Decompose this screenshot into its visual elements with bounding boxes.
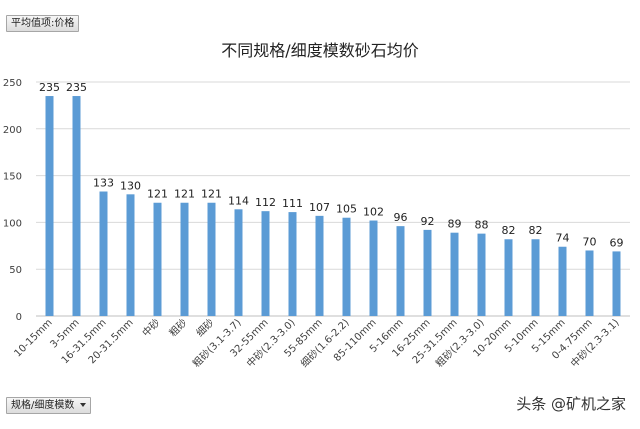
bar xyxy=(207,202,216,316)
data-label: 82 xyxy=(502,224,516,237)
x-tick-label: 粗砂(3.1-3.7) xyxy=(190,316,244,370)
data-label: 82 xyxy=(529,224,543,237)
data-label: 112 xyxy=(255,196,276,209)
value-field-label: 平均值项:价格 xyxy=(11,18,75,29)
data-label: 105 xyxy=(336,203,357,216)
bar xyxy=(612,251,621,316)
data-label: 121 xyxy=(201,188,222,201)
y-tick-label: 250 xyxy=(3,78,22,89)
bar xyxy=(504,239,513,316)
data-label: 92 xyxy=(421,215,435,228)
data-label: 102 xyxy=(363,206,384,219)
chart-title: 不同规格/细度模数砂石均价 xyxy=(221,41,418,60)
x-tick-label: 细砂 xyxy=(193,316,216,339)
dropdown-arrow-icon xyxy=(80,403,87,407)
x-tick-label: 中砂 xyxy=(139,316,162,339)
bar xyxy=(558,246,567,316)
data-label: 235 xyxy=(39,81,60,94)
bar xyxy=(585,250,594,316)
data-label: 96 xyxy=(394,211,408,224)
bar xyxy=(126,194,135,316)
value-field-button[interactable]: 平均值项:价格 xyxy=(6,15,80,32)
bar xyxy=(72,96,81,316)
data-label: 121 xyxy=(174,188,195,201)
data-label: 89 xyxy=(448,218,462,231)
bar xyxy=(261,211,270,316)
bar xyxy=(288,212,297,316)
data-labels: 235 235 133 130 121 121 121 114 112 111 107 105 102 9… xyxy=(39,81,624,249)
bar xyxy=(342,217,351,316)
x-tick-label: 粗砂 xyxy=(166,316,189,339)
data-label: 235 xyxy=(66,81,87,94)
data-label: 133 xyxy=(93,177,114,190)
y-axis-ticks: 0 50 100 150 200 250 xyxy=(3,78,22,323)
y-tick-label: 50 xyxy=(9,265,22,276)
x-tick-label: 10-15mm xyxy=(13,317,55,359)
bar xyxy=(369,220,378,316)
data-label: 121 xyxy=(147,188,168,201)
gridlines xyxy=(36,81,630,317)
bar xyxy=(153,202,162,316)
axis-field-label: 规格/细度模数 xyxy=(11,400,75,411)
bar xyxy=(450,232,459,316)
bar xyxy=(423,229,432,316)
bar xyxy=(531,239,540,316)
bar xyxy=(477,233,486,316)
y-tick-label: 150 xyxy=(3,172,22,183)
data-label: 130 xyxy=(120,179,141,192)
data-label: 74 xyxy=(556,232,570,245)
data-label: 111 xyxy=(282,197,303,210)
bar xyxy=(315,215,324,316)
y-tick-label: 0 xyxy=(16,312,22,323)
bars xyxy=(45,96,621,316)
bar xyxy=(99,191,108,316)
watermark: 头条 @矿机之家 xyxy=(516,395,626,413)
data-label: 88 xyxy=(475,219,489,232)
bar xyxy=(234,209,243,316)
data-label: 70 xyxy=(583,235,597,248)
data-label: 107 xyxy=(309,201,330,214)
bar xyxy=(396,226,405,316)
bar xyxy=(45,96,54,316)
data-label: 69 xyxy=(610,236,624,249)
data-label: 114 xyxy=(228,194,249,207)
y-tick-label: 100 xyxy=(3,218,22,229)
axis-field-dropdown[interactable]: 规格/细度模数 xyxy=(6,397,92,414)
y-tick-label: 200 xyxy=(3,125,22,136)
bar xyxy=(180,202,189,316)
